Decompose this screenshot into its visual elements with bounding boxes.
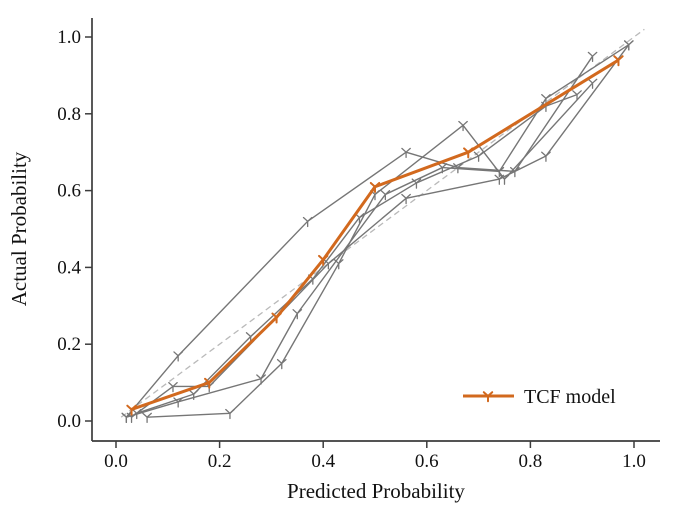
cv-fold-5-line — [136, 93, 578, 414]
cv-fold-2-series — [142, 78, 598, 424]
tcf-model-marker — [271, 312, 282, 324]
tcf-model-line — [131, 58, 620, 411]
tick-layer: 0.0 0.2 0.4 0.6 0.8 1.0 0.0 0.2 0.4 0.6 0.8 1.0 — [57, 27, 646, 472]
y-tick-label: 1.0 — [57, 27, 81, 48]
cv-fold-3-marker — [380, 189, 391, 201]
cv-fold-3-marker — [292, 309, 303, 320]
cv-fold-3-marker — [256, 374, 266, 385]
identity-diagonal-line — [120, 28, 645, 418]
x-tick-label: 0.6 — [415, 451, 439, 472]
axes-layer — [91, 18, 660, 442]
series-layer — [121, 40, 634, 424]
x-axis-label: Predicted Probability — [287, 479, 465, 503]
y-tick-label: 0.6 — [57, 181, 81, 202]
cv-fold-4-marker — [401, 193, 411, 205]
cv-fold-2-line — [147, 82, 594, 418]
cv-fold-2-marker — [142, 412, 152, 424]
cv-fold-2-marker — [458, 120, 468, 132]
x-tick-label: 0.2 — [208, 451, 232, 472]
cv-fold-3-marker — [121, 412, 132, 424]
cv-fold-1-marker — [587, 51, 598, 63]
cv-fold-4-series — [126, 40, 634, 424]
cv-fold-1-marker — [401, 147, 411, 159]
y-tick-label: 0.8 — [57, 104, 81, 125]
cv-fold-2-marker — [587, 78, 598, 89]
cv-fold-5-marker — [473, 151, 484, 162]
reference-line-layer — [120, 28, 645, 418]
cv-fold-5-marker — [411, 178, 422, 189]
y-axis-label: Actual Probability — [7, 151, 31, 306]
cv-fold-5-series — [131, 90, 582, 420]
x-tick-label: 0.8 — [519, 451, 543, 472]
cv-fold-4-marker — [623, 40, 634, 51]
tcf-model-marker — [613, 55, 624, 67]
y-tick-label: 0.0 — [57, 411, 81, 432]
cv-fold-1-marker — [173, 351, 184, 362]
legend-label: TCF model — [524, 386, 616, 408]
y-tick-label: 0.4 — [57, 257, 81, 278]
cv-fold-1-marker — [302, 216, 313, 228]
legend: TCF model — [463, 386, 616, 408]
tcf-model-marker — [369, 181, 381, 193]
tcf-model-marker — [318, 254, 329, 266]
cv-fold-2-marker — [225, 408, 235, 420]
cv-fold-2-marker — [276, 358, 287, 370]
legend-marker — [482, 391, 494, 403]
cv-fold-4-marker — [126, 412, 137, 424]
x-tick-label: 0.0 — [104, 451, 128, 472]
cv-fold-5-marker — [131, 408, 142, 420]
cv-fold-4-marker — [494, 174, 505, 185]
tcf-model-marker — [204, 377, 215, 389]
tcf-model-marker — [126, 404, 137, 416]
x-tick-label: 0.4 — [311, 451, 335, 472]
x-tick-label: 1.0 — [622, 451, 646, 472]
cv-fold-5-marker — [188, 389, 199, 400]
cv-fold-3-marker — [494, 166, 505, 178]
tcf-model-series — [126, 55, 624, 416]
cv-fold-2-marker — [333, 259, 344, 270]
cv-fold-4-marker — [168, 381, 178, 393]
tcf-model-marker — [463, 147, 474, 159]
y-tick-label: 0.2 — [57, 334, 81, 355]
legend-tri-marker — [482, 391, 494, 403]
cv-fold-5-marker — [572, 90, 582, 101]
cv-fold-4-marker — [541, 151, 551, 162]
